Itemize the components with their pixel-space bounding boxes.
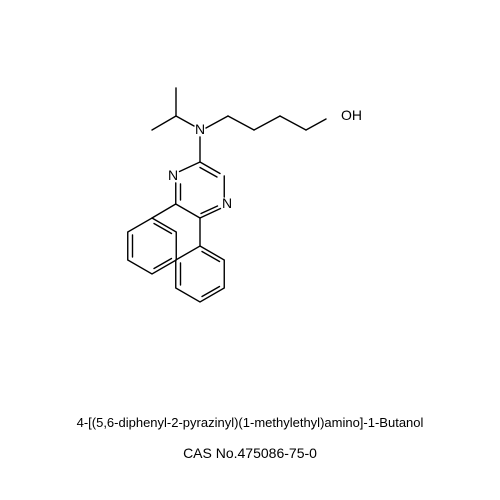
figure-container: N N N OH 4-[(5,6-diphenyl-2-pyrazinyl)(1… (0, 0, 500, 500)
label-oh: OH (341, 107, 362, 123)
label-amine-n: N (195, 121, 205, 137)
structure-svg: N N N OH (60, 40, 440, 380)
label-pyr-n-tl: N (168, 167, 178, 183)
compound-name: 4-[(5,6-diphenyl-2-pyrazinyl)(1-methylet… (0, 415, 500, 430)
label-pyr-n-br: N (222, 195, 232, 211)
cas-number: CAS No.475086-75-0 (0, 445, 500, 461)
chemical-structure: N N N OH (60, 40, 440, 380)
